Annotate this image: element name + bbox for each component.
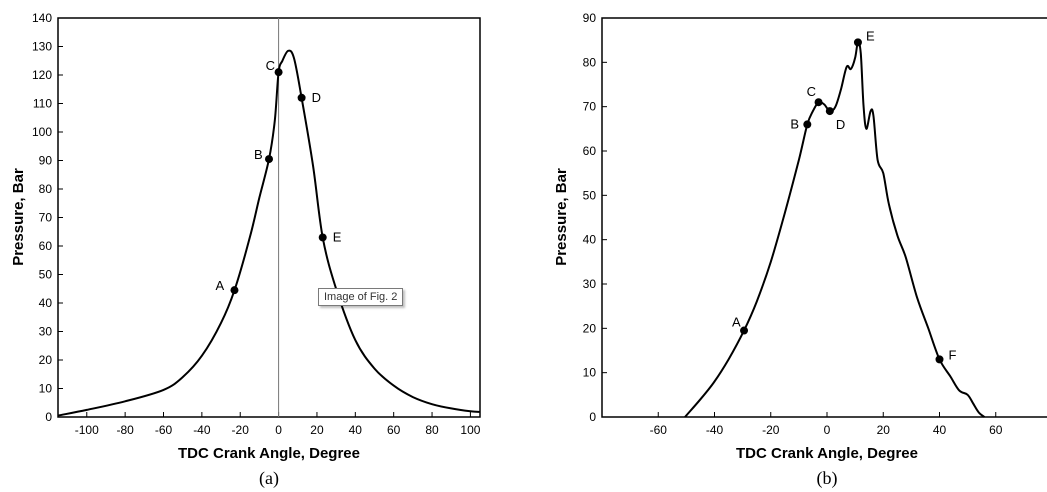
point-marker-c [814, 98, 823, 107]
y-tick-label: 80 [39, 182, 53, 196]
axis-ticks-a: -100 -80 -60 -40 -20 0 20 40 60 80 100 0 10 20 30 40 50 6… [32, 11, 481, 437]
y-tick-label: 50 [39, 268, 53, 282]
x-tick-label: -100 [75, 423, 99, 437]
y-tick-label: 80 [583, 55, 597, 69]
y-tick-label: 30 [583, 277, 597, 291]
axis-ticks-b: -60 -40 -20 0 20 40 60 0 10 20 30 40 50 60 70 80 90 [583, 11, 1003, 437]
chart-panel-a: -100 -80 -60 -40 -20 0 20 40 60 80 100 0 10 20 30 40 50 6… [10, 11, 481, 489]
x-tick-label: 60 [989, 423, 1003, 437]
y-axis-label-b: Pressure, Bar [553, 168, 570, 266]
point-label-d: D [836, 117, 845, 132]
y-tick-label: 130 [32, 40, 52, 54]
y-tick-label: 40 [583, 233, 597, 247]
chart-panel-b: -60 -40 -20 0 20 40 60 0 10 20 30 40 50 60 70 80 90 A B C D… [553, 11, 1047, 489]
x-tick-label: 60 [387, 423, 401, 437]
x-tick-label: -20 [232, 423, 250, 437]
point-marker-e [853, 38, 862, 47]
x-tick-label: 0 [275, 423, 282, 437]
y-tick-label: 70 [583, 100, 597, 114]
y-tick-label: 60 [39, 239, 53, 253]
y-tick-label: 0 [589, 410, 596, 424]
point-label-e: E [866, 28, 875, 43]
caption-a: (a) [259, 468, 279, 489]
y-tick-label: 60 [583, 144, 597, 158]
x-tick-label: -40 [193, 423, 211, 437]
x-axis-label-a: TDC Crank Angle, Degree [178, 445, 360, 462]
x-tick-label: 40 [933, 423, 947, 437]
point-label-a: A [732, 315, 741, 330]
point-marker-b [265, 155, 273, 164]
point-label-e: E [333, 229, 342, 244]
y-tick-label: 20 [583, 321, 597, 335]
point-marker-f [935, 355, 944, 364]
point-marker-a [740, 326, 749, 335]
y-tick-label: 110 [33, 97, 52, 111]
point-label-b: B [790, 116, 799, 131]
point-label-c: C [266, 58, 275, 73]
point-marker-d [297, 93, 306, 102]
y-tick-label: 40 [39, 296, 53, 310]
y-axis-label-a: Pressure, Bar [10, 168, 27, 266]
point-marker-d [825, 107, 834, 116]
marked-points-b: A B C D E F [732, 28, 957, 364]
y-tick-label: 0 [45, 410, 52, 424]
plot-frame-b [601, 17, 1047, 418]
y-tick-label: 20 [39, 353, 53, 367]
x-tick-label: -60 [650, 423, 668, 437]
point-label-a: A [215, 278, 224, 293]
x-tick-label: 40 [349, 423, 363, 437]
y-tick-label: 30 [39, 325, 53, 339]
y-tick-label: 120 [32, 68, 52, 82]
image-tooltip: Image of Fig. 2 [318, 288, 404, 306]
x-tick-label: 80 [425, 423, 439, 437]
point-marker-c [274, 68, 283, 77]
x-tick-label: -40 [706, 423, 724, 437]
x-tick-label: 100 [460, 423, 480, 437]
x-tick-label: 20 [877, 423, 891, 437]
y-tick-label: 10 [39, 382, 53, 396]
plot-frame-a [57, 17, 481, 418]
x-tick-label: 0 [824, 423, 831, 437]
x-axis-label-b: TDC Crank Angle, Degree [736, 445, 918, 462]
x-tick-label: -20 [762, 423, 780, 437]
marked-points-a: A B C D E [215, 58, 342, 295]
y-tick-label: 90 [39, 154, 53, 168]
point-label-f: F [949, 347, 957, 362]
pressure-curve-a [57, 49, 481, 417]
x-tick-label: 20 [310, 423, 324, 437]
point-marker-b [803, 120, 812, 129]
point-label-d: D [312, 90, 321, 105]
x-tick-label: -60 [155, 423, 173, 437]
y-tick-label: 90 [583, 11, 597, 25]
y-tick-label: 100 [32, 125, 52, 139]
y-tick-label: 50 [583, 188, 597, 202]
point-label-c: C [807, 84, 816, 99]
y-tick-label: 70 [39, 211, 53, 225]
point-marker-e [318, 233, 327, 242]
x-tick-label: -80 [116, 423, 134, 437]
y-tick-label: 140 [32, 11, 52, 25]
point-label-b: B [254, 147, 263, 162]
point-marker-a [230, 286, 239, 295]
caption-b: (b) [817, 468, 838, 489]
y-tick-label: 10 [583, 366, 597, 380]
